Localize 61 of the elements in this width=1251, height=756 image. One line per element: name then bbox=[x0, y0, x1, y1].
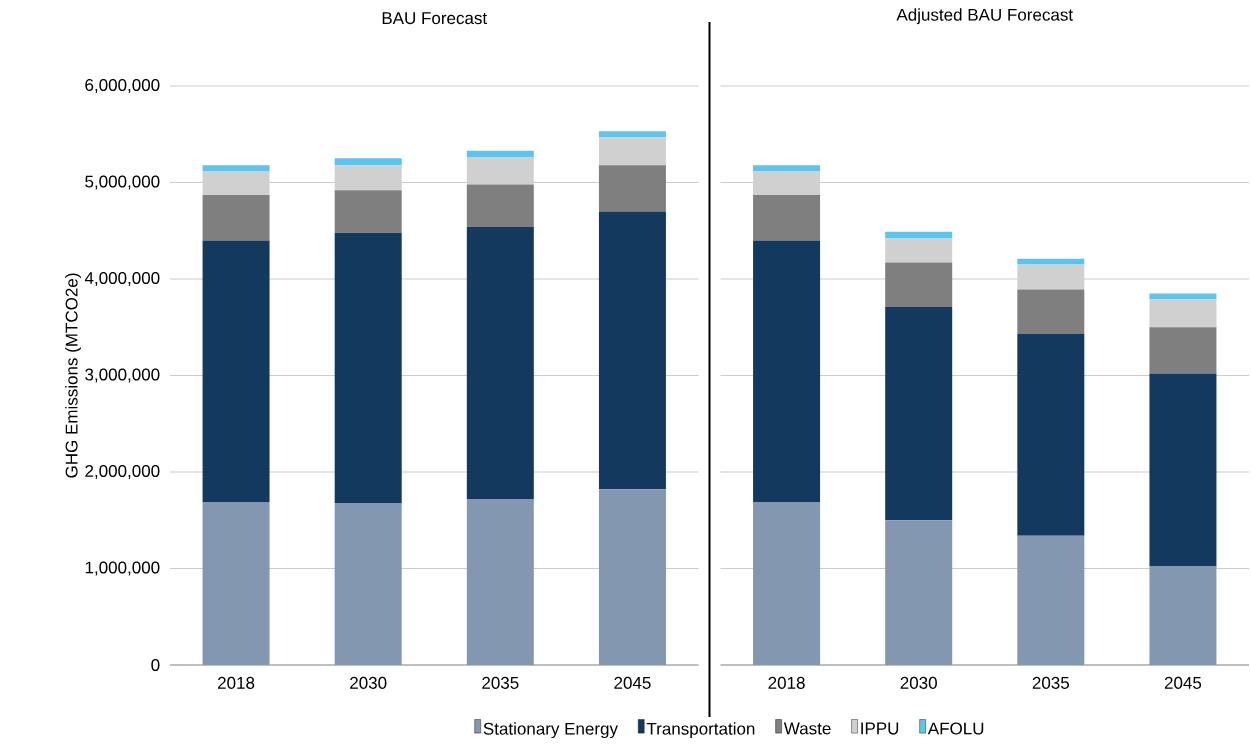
bar bbox=[885, 238, 953, 263]
bar bbox=[1017, 334, 1085, 536]
bar bbox=[753, 240, 821, 502]
bar bbox=[466, 157, 534, 185]
bar bbox=[598, 489, 666, 665]
bar bbox=[202, 501, 270, 665]
bar bbox=[202, 170, 270, 196]
x-tick-label: 2018 bbox=[768, 676, 805, 689]
x-tick-label: 2045 bbox=[1164, 676, 1202, 689]
bar bbox=[1149, 293, 1217, 300]
y-tick-label: 5,000,000 bbox=[85, 175, 160, 190]
bar bbox=[334, 158, 402, 166]
bar bbox=[1149, 566, 1217, 665]
bar bbox=[598, 137, 666, 166]
y-tick-label: 0 bbox=[151, 658, 160, 672]
bar bbox=[753, 165, 821, 171]
bar bbox=[466, 226, 534, 500]
legend-label: AFOLU bbox=[927, 722, 984, 735]
bar bbox=[753, 195, 821, 241]
bar bbox=[1149, 327, 1217, 374]
bar bbox=[1017, 535, 1085, 665]
x-tick-label: 2030 bbox=[350, 676, 387, 689]
bar bbox=[1017, 258, 1085, 265]
y-tick-label: 3,000,000 bbox=[85, 368, 160, 383]
chart-title: Adjusted BAU Forecast bbox=[896, 8, 1073, 25]
legend-label: Waste bbox=[783, 722, 831, 735]
bar bbox=[885, 262, 953, 307]
bar bbox=[885, 520, 953, 665]
bar bbox=[334, 502, 402, 665]
bar bbox=[202, 240, 270, 502]
legend-label: Stationary Energy bbox=[483, 722, 618, 739]
y-tick-label: 6,000,000 bbox=[85, 78, 160, 94]
y-tick-label: 1,000,000 bbox=[85, 561, 160, 576]
bar bbox=[885, 306, 953, 521]
y-tick-label: 4,000,000 bbox=[84, 271, 160, 287]
y-axis-title: GHG Emissions (MTCO2e) bbox=[65, 273, 81, 478]
x-tick-label: 2035 bbox=[482, 676, 519, 689]
bar bbox=[202, 165, 270, 171]
bar bbox=[1149, 373, 1217, 567]
bar bbox=[1017, 264, 1085, 290]
x-tick-label: 2035 bbox=[1032, 676, 1069, 689]
bar bbox=[466, 184, 534, 227]
bar bbox=[598, 211, 666, 490]
bar bbox=[466, 499, 534, 665]
bar bbox=[334, 190, 402, 233]
bar bbox=[753, 170, 821, 196]
legend-label: IPPU bbox=[861, 722, 899, 735]
chart-title: BAU Forecast bbox=[382, 12, 488, 25]
bar bbox=[1149, 299, 1217, 328]
y-tick-label: 2,000,000 bbox=[85, 464, 160, 480]
bar bbox=[753, 501, 821, 665]
legend-label: Transportation bbox=[646, 722, 755, 739]
bar bbox=[598, 131, 666, 138]
bar bbox=[1017, 289, 1085, 334]
bar bbox=[202, 195, 270, 241]
x-tick-label: 2045 bbox=[614, 676, 651, 689]
bar bbox=[334, 165, 402, 191]
bar bbox=[334, 232, 402, 503]
bar bbox=[598, 165, 666, 212]
x-tick-label: 2030 bbox=[900, 676, 937, 689]
x-tick-label: 2018 bbox=[218, 676, 255, 689]
